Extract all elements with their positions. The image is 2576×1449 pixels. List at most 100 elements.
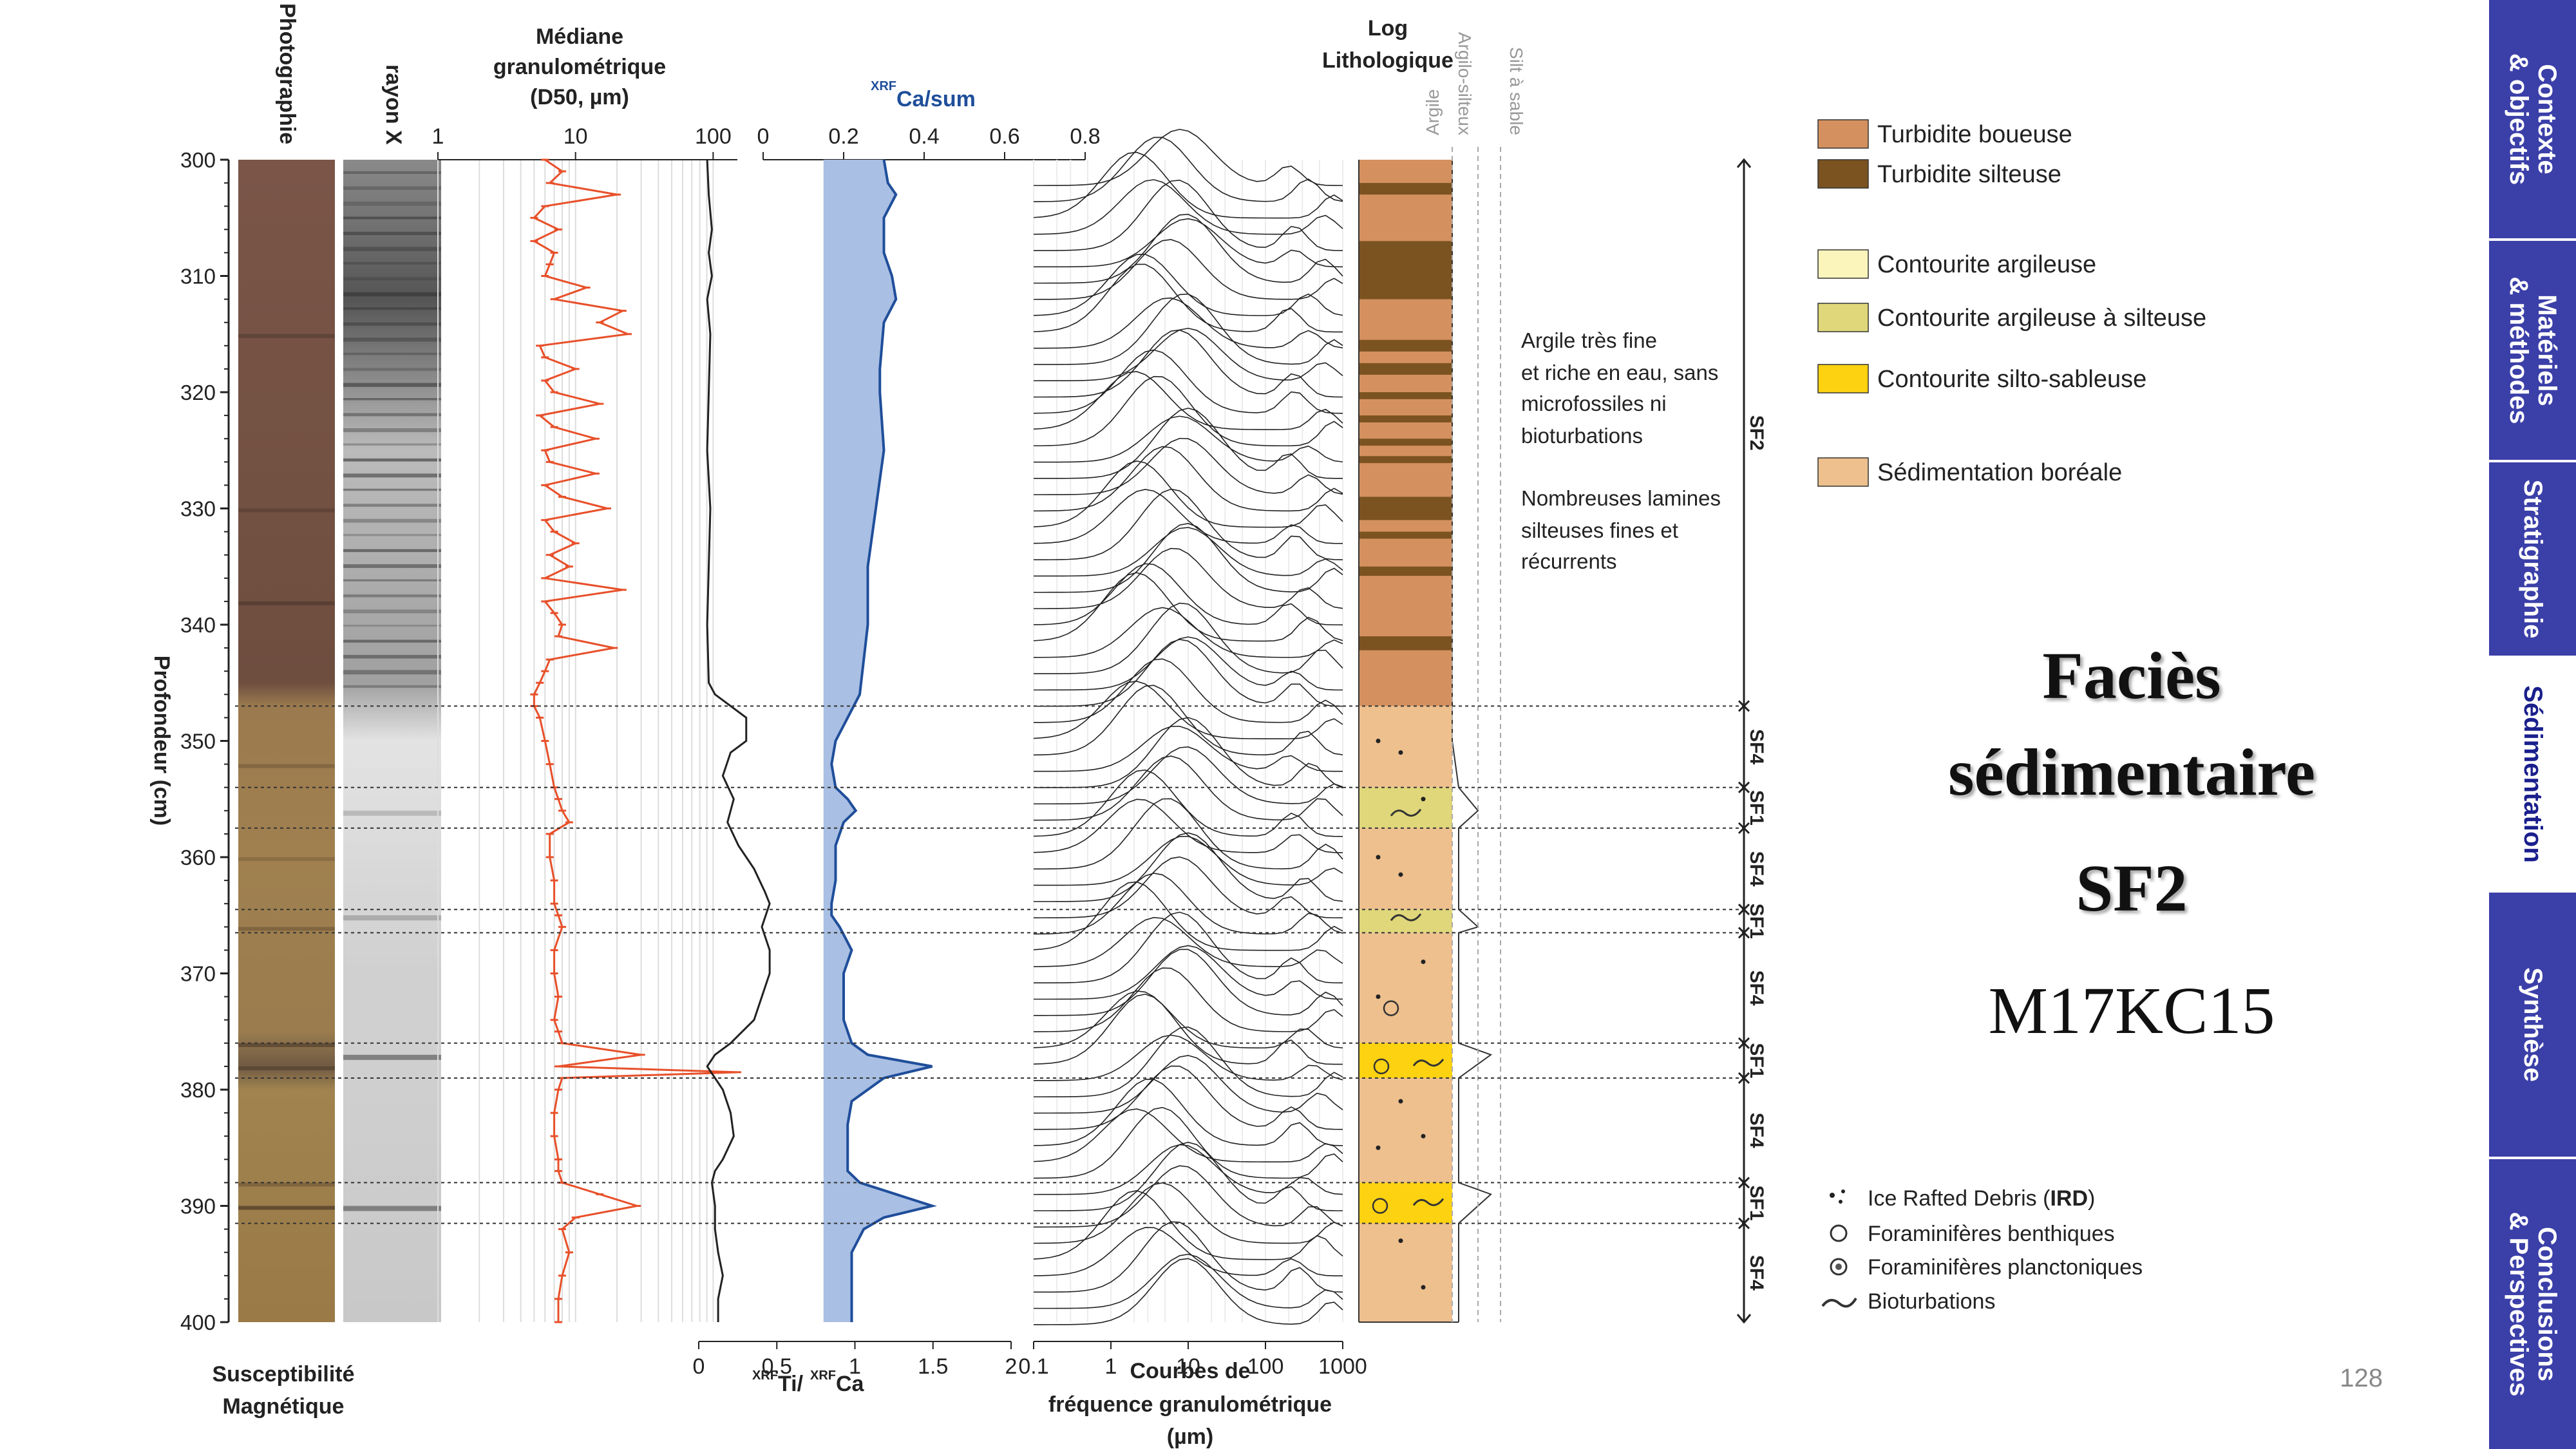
unit-axis-arrow-top — [1736, 158, 1752, 168]
grain-curve — [1033, 636, 1343, 691]
grain-curve — [1033, 1026, 1343, 1097]
silty-turbidite-layer — [1359, 636, 1452, 650]
photo-band — [238, 1206, 335, 1210]
grain-curve — [1033, 1108, 1343, 1162]
litho-layer — [1359, 706, 1452, 788]
annotation-line: silteuses fines et — [1521, 518, 1678, 542]
ird-dot — [1376, 739, 1381, 743]
depth-tick-label: 300 — [180, 148, 216, 172]
ca-tick-label: 0.4 — [909, 124, 939, 149]
ird-dot — [1398, 1099, 1403, 1104]
tab-materiels[interactable]: Matériels & méthodes — [2489, 241, 2576, 460]
log-header-2: Lithologique — [1322, 48, 1454, 73]
unit-label: SF4 — [1746, 971, 1767, 1006]
xray-band — [343, 413, 441, 417]
ca-tick-label: 0.8 — [1070, 124, 1100, 149]
silty-turbidite-layer — [1359, 183, 1452, 195]
ca-tick-label: 0.2 — [828, 124, 858, 149]
xray-band — [343, 247, 441, 251]
tab-stratigraphie[interactable]: Stratigraphie — [2489, 462, 2576, 656]
unit-label: SF4 — [1746, 1255, 1767, 1291]
legend-label: Contourite argileuse — [1877, 251, 2096, 278]
grain-curve — [1033, 1165, 1343, 1228]
bioturbation-icon — [1821, 1297, 1857, 1308]
planktonic-foram-icon — [1830, 1258, 1848, 1276]
ti-ca-label: Ti/ — [778, 1372, 804, 1396]
unit-label: SF2 — [1746, 415, 1767, 451]
xray-band — [343, 518, 441, 523]
tab-synthese[interactable]: Synthèse — [2489, 893, 2576, 1157]
d50-header-2: granulométrique — [493, 55, 666, 79]
xray-band — [343, 915, 441, 921]
tab-conclusions[interactable]: Conclusions & Perspectives — [2489, 1159, 2576, 1449]
ird-dot — [1398, 750, 1403, 755]
xray-band — [343, 625, 441, 627]
grain-curve — [1033, 213, 1343, 284]
xray-band — [343, 337, 441, 342]
depth-tick-label: 340 — [180, 613, 216, 637]
grain-curve — [1033, 1055, 1343, 1114]
silty-turbidite-layer — [1359, 497, 1452, 520]
legend-swatch — [1817, 457, 1869, 487]
grain-curve — [1033, 990, 1343, 1048]
ird-dot — [1421, 1285, 1426, 1290]
depth-axis-label: Profondeur (cm) — [149, 656, 174, 826]
depth-tick-label: 360 — [180, 846, 216, 869]
symbol-legend-label: Ice Rafted Debris (IRD) — [1868, 1186, 2095, 1211]
d50-tick-label: 10 — [564, 124, 588, 149]
grain-curve — [1033, 1227, 1343, 1276]
grain-curve — [1033, 460, 1343, 528]
legend-label: Turbidite boueuse — [1877, 121, 2072, 148]
ca-area — [823, 160, 933, 1322]
curves-label-1: Courbes de — [1130, 1359, 1250, 1383]
depth-tick-label: 350 — [180, 730, 216, 753]
grain-curve — [1033, 218, 1343, 268]
depth-tick-label: 370 — [180, 962, 216, 986]
legend-label: Turbidite silteuse — [1877, 161, 2061, 188]
legend-label: Contourite argileuse à silteuse — [1877, 305, 2206, 332]
xray-band — [343, 670, 441, 675]
unit-label: SF1 — [1746, 1043, 1767, 1078]
ird-dot — [1398, 872, 1403, 877]
litho-layer — [1359, 1077, 1452, 1183]
depth-tick-label: 310 — [180, 265, 216, 289]
grain-curve — [1033, 1141, 1343, 1211]
slide-title-line-2: sédimentaire — [1948, 735, 2315, 810]
grain-curve — [1033, 685, 1343, 756]
lithology-legend: Turbidite boueuse Turbidite silteuse Conto… — [1817, 119, 2206, 487]
bioturbation-symbol — [1412, 1198, 1444, 1206]
grain-curve — [1033, 856, 1343, 918]
xray-band — [343, 201, 441, 206]
planktonic-foram-icon — [1835, 1264, 1842, 1270]
xray-band — [343, 368, 441, 371]
facies-boundaries — [235, 700, 1750, 1229]
grain-curve — [1033, 602, 1343, 674]
photo-header: Photographie — [275, 3, 299, 144]
bioturbation-symbol — [1390, 808, 1422, 817]
ird-dot — [1421, 1133, 1426, 1139]
grain-curve — [1033, 523, 1343, 593]
ti-ca-label-sup1: XRF — [752, 1368, 778, 1383]
grain-curve — [1033, 263, 1343, 333]
grain-tick-label: 1 — [1105, 1354, 1117, 1379]
grain-tick-label: 10 — [1176, 1354, 1200, 1379]
grain-tick-label: 0.1 — [1018, 1354, 1048, 1379]
xray-band — [343, 352, 441, 355]
grain-curve — [1033, 1221, 1343, 1293]
tab-contexte[interactable]: Contexte & objectifs — [2489, 0, 2576, 238]
susceptibility-tick-label: 2 — [1005, 1354, 1018, 1379]
ird-dot — [1421, 959, 1426, 964]
grain-curve — [1033, 563, 1343, 626]
curves-label-3: (µm) — [1167, 1425, 1213, 1449]
ird-dot — [1376, 1145, 1381, 1150]
core-photo-bands — [238, 334, 335, 1210]
grain-curve — [1033, 375, 1343, 447]
grain-curve — [1033, 371, 1343, 430]
xray-band — [343, 186, 441, 190]
grain-curve — [1033, 1034, 1343, 1081]
xray-band — [343, 473, 441, 478]
grain-curve — [1033, 437, 1343, 495]
ird-icon — [1839, 1200, 1842, 1204]
tab-sedimentation[interactable]: Sédimentation — [2489, 658, 2576, 890]
